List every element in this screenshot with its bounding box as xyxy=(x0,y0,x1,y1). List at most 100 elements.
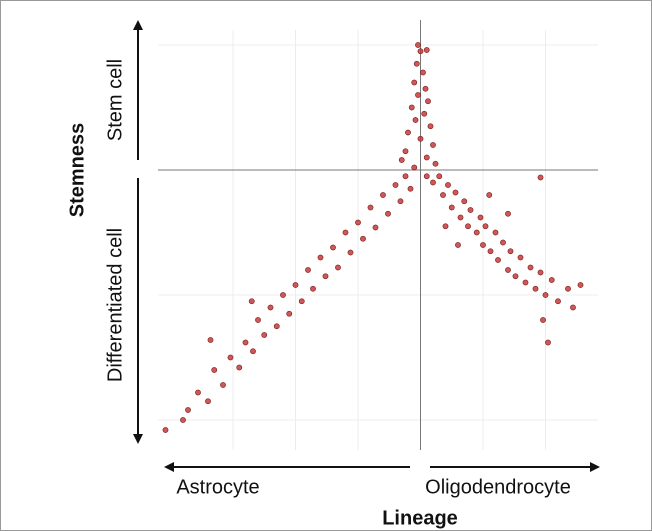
point xyxy=(448,204,455,211)
y-top-label: Stem cell xyxy=(104,59,126,141)
point xyxy=(407,185,414,192)
point xyxy=(205,398,211,405)
point xyxy=(577,282,584,288)
point xyxy=(473,229,480,236)
point xyxy=(405,129,411,136)
point xyxy=(342,229,349,236)
point xyxy=(286,310,293,317)
point xyxy=(442,223,449,230)
point xyxy=(335,264,341,271)
point xyxy=(436,173,443,180)
point xyxy=(477,214,484,221)
point xyxy=(397,198,404,205)
point xyxy=(440,192,446,198)
point xyxy=(445,182,451,188)
point xyxy=(500,239,506,246)
point xyxy=(267,304,274,311)
point xyxy=(255,317,261,323)
point xyxy=(427,123,434,130)
point xyxy=(505,267,511,273)
point xyxy=(220,382,226,388)
point xyxy=(480,242,486,248)
point xyxy=(540,317,546,323)
point xyxy=(512,273,519,280)
point xyxy=(411,79,418,86)
point xyxy=(367,204,374,211)
y-axis-label: Stemness xyxy=(66,123,88,218)
point xyxy=(455,242,461,248)
point xyxy=(292,282,299,288)
point xyxy=(505,210,511,217)
point xyxy=(372,224,379,231)
point xyxy=(492,229,499,236)
point xyxy=(261,332,268,338)
point xyxy=(486,192,493,198)
point xyxy=(273,323,280,330)
point xyxy=(537,174,544,181)
point xyxy=(432,160,439,167)
point xyxy=(310,285,316,292)
point xyxy=(227,354,234,361)
point xyxy=(517,254,524,261)
point xyxy=(482,223,489,230)
y-bottom-label: Differentiated cell xyxy=(104,228,126,382)
point xyxy=(532,285,539,292)
point xyxy=(422,85,429,92)
point xyxy=(195,389,201,396)
point xyxy=(415,92,421,98)
point xyxy=(402,173,409,180)
point xyxy=(380,192,386,198)
point xyxy=(360,235,366,242)
point xyxy=(542,292,549,298)
point xyxy=(565,285,571,292)
point xyxy=(421,110,428,117)
point xyxy=(248,298,255,305)
point xyxy=(392,182,399,188)
point xyxy=(420,69,426,76)
point xyxy=(413,60,420,67)
point xyxy=(537,269,544,276)
point xyxy=(207,337,214,343)
point xyxy=(423,154,430,161)
point xyxy=(412,117,419,123)
point xyxy=(430,142,436,148)
point xyxy=(347,249,354,256)
point xyxy=(570,304,576,311)
point xyxy=(162,427,169,433)
point xyxy=(280,292,286,298)
point xyxy=(402,148,409,155)
point xyxy=(555,298,561,305)
point xyxy=(417,135,424,142)
point xyxy=(522,279,529,286)
point xyxy=(185,407,191,413)
point xyxy=(305,267,311,273)
x-left-label: Astrocyte xyxy=(176,476,259,498)
point xyxy=(415,42,421,48)
x-axis-label: Lineage xyxy=(382,507,458,529)
point xyxy=(548,277,555,283)
point xyxy=(355,219,361,226)
point xyxy=(385,210,391,217)
point xyxy=(527,264,534,271)
point xyxy=(242,339,249,346)
point xyxy=(423,173,430,180)
point xyxy=(495,257,501,263)
point xyxy=(425,98,431,105)
point xyxy=(298,298,305,305)
point xyxy=(465,223,471,230)
point xyxy=(461,198,468,205)
point xyxy=(236,364,243,371)
point xyxy=(452,189,459,196)
point xyxy=(408,104,415,111)
point xyxy=(398,157,405,163)
point xyxy=(330,244,336,251)
point xyxy=(411,164,418,171)
point xyxy=(545,339,551,346)
point xyxy=(487,248,494,255)
point xyxy=(180,417,186,423)
point xyxy=(211,367,218,373)
point xyxy=(507,248,514,255)
